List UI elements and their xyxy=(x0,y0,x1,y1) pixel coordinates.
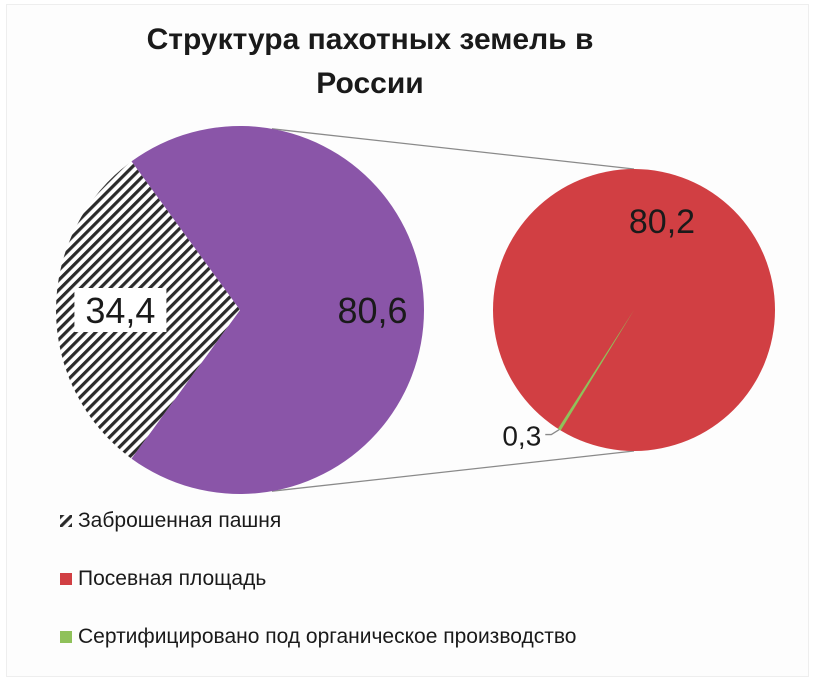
data-label-organic: 0,3 xyxy=(502,421,541,452)
legend-swatch-hatch xyxy=(60,515,72,527)
data-label-abandoned: 34,4 xyxy=(85,290,155,331)
legend-item-sown: Посевная площадь xyxy=(60,566,576,592)
connector-line-top xyxy=(271,128,635,170)
legend-swatch-green xyxy=(60,631,72,643)
data-label-main: 80,6 xyxy=(337,290,407,331)
pie-slice-main xyxy=(131,125,425,494)
connector-line-bottom xyxy=(271,450,635,492)
legend-label: Сертифицировано под органическое произво… xyxy=(78,625,577,648)
legend-item-organic: Сертифицировано под органическое произво… xyxy=(60,624,576,650)
legend-label: Заброшенная пашня xyxy=(78,509,282,532)
pie-slice-organic xyxy=(557,310,634,431)
chart-title: Структура пахотных земель в России xyxy=(146,23,594,100)
legend-label: Посевная площадь xyxy=(78,567,267,590)
data-label-sown: 80,2 xyxy=(629,203,695,241)
leader-line xyxy=(545,429,560,436)
legend-item-abandoned: Заброшенная пашня xyxy=(60,508,576,534)
legend-swatch-red xyxy=(60,573,72,585)
data-label-bg xyxy=(74,288,167,332)
legend: Заброшенная пашня Посевная площадь Серти… xyxy=(60,508,576,682)
